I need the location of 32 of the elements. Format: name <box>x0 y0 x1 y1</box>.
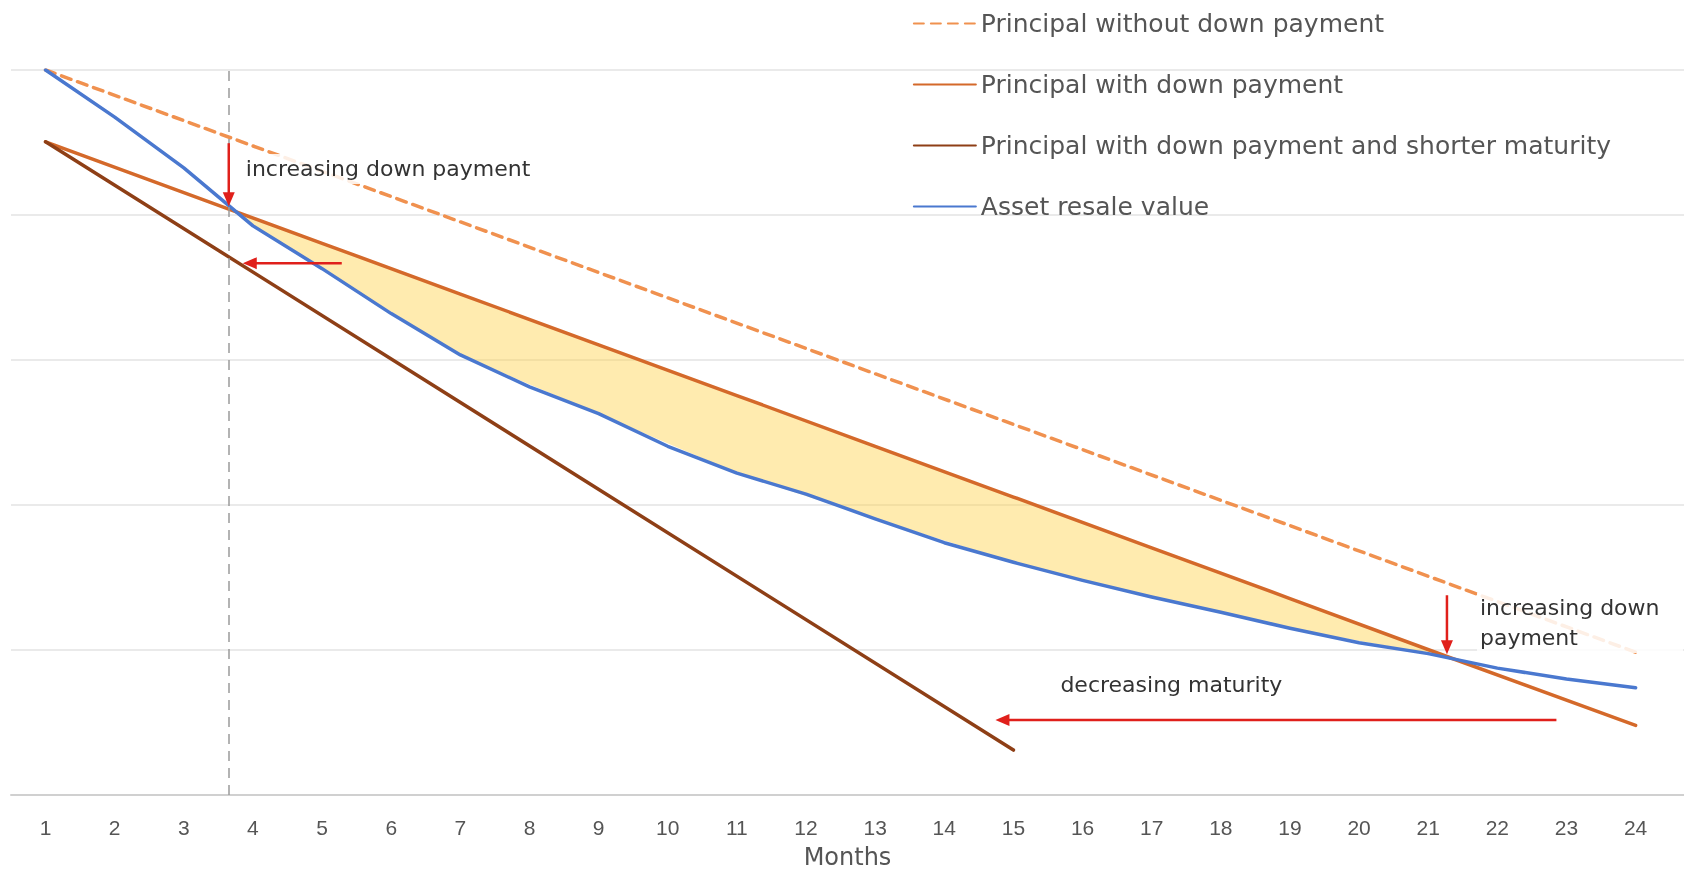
x-tick-label: 24 <box>1623 816 1648 839</box>
x-tick-label: 7 <box>454 816 467 839</box>
x-tick-label: 10 <box>656 816 680 839</box>
x-tick-label: 1 <box>39 816 52 839</box>
x-tick-label: 20 <box>1347 816 1371 839</box>
legend-label: Principal with down payment and shorter maturity <box>980 131 1612 160</box>
x-tick-label: 12 <box>794 816 818 839</box>
annotation: decreasing maturity <box>1057 670 1286 700</box>
x-tick-label: 17 <box>1140 816 1164 839</box>
legend-label: Principal with down payment <box>980 70 1344 99</box>
x-tick-label: 23 <box>1554 816 1579 839</box>
annotation: increasing down payment <box>1476 593 1683 653</box>
x-tick-label: 13 <box>863 816 887 839</box>
x-tick-label: 15 <box>1001 816 1026 839</box>
x-tick-label: 2 <box>108 816 121 839</box>
x-tick-label: 5 <box>316 816 328 839</box>
x-tick-label: 22 <box>1485 816 1510 839</box>
x-tick-label: 3 <box>177 816 190 839</box>
x-tick-label: 21 <box>1416 816 1440 839</box>
legend-label: Asset resale value <box>980 192 1210 221</box>
x-tick-label: 8 <box>523 816 536 839</box>
x-tick-label: 11 <box>725 816 748 839</box>
x-tick-label: 4 <box>247 816 260 839</box>
x-tick-label: 9 <box>592 816 605 839</box>
x-tick-label: 14 <box>932 816 957 839</box>
legend-label: Principal without down payment <box>980 9 1385 38</box>
x-tick-label: 6 <box>385 816 398 839</box>
x-tick-label: 18 <box>1209 816 1233 839</box>
x-axis-title: Months <box>803 843 892 871</box>
annotation: increasing down payment <box>242 154 534 184</box>
x-tick-label: 16 <box>1070 816 1095 839</box>
x-tick-label: 19 <box>1278 816 1302 839</box>
